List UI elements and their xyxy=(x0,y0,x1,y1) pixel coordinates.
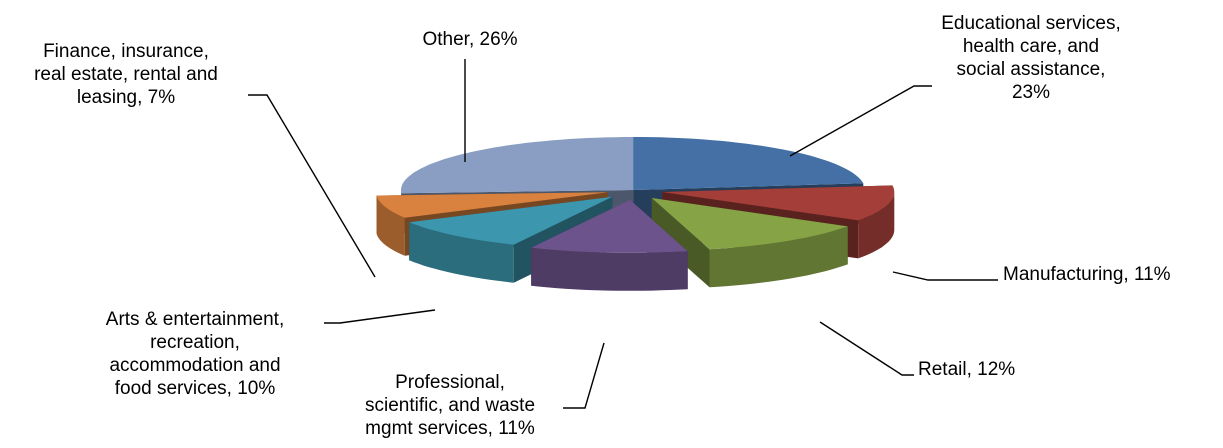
slice-label-line: health care, and xyxy=(963,36,1099,57)
leader-line-educational-services-health-care-and-social-assistance xyxy=(789,85,932,157)
slice-label-line: mgmt services, 11% xyxy=(365,418,535,439)
slice-top-finance-insurance-real-estate-rental-and-leasing xyxy=(376,192,608,218)
slice-label-line: 23% xyxy=(1012,82,1050,103)
slice-label-line: Professional, xyxy=(395,372,505,393)
slice-top-educational-services-health-care-and-social-assistance xyxy=(633,137,864,190)
leader-line-retail xyxy=(819,321,914,376)
slice-label-line: scientific, and waste xyxy=(365,395,535,416)
slice-label-arts-and-entertainment-recreation-accommodation-and-food-services: Arts & entertainment, recreation, accommod… xyxy=(106,309,284,399)
slice-label-other: Other, 26% xyxy=(422,29,517,50)
leader-line-arts-and-entertainment-recreation-accommodation-and-food-services xyxy=(324,309,436,324)
slice-label-line: real estate, rental and xyxy=(34,64,218,85)
slice-top-other xyxy=(401,137,633,194)
slice-top-manufacturing xyxy=(662,185,895,221)
slice-label-line: Educational services, xyxy=(941,13,1121,34)
slice-rim-manufacturing xyxy=(858,192,895,259)
pie-slices xyxy=(376,137,895,291)
slice-label-retail: Retail, 12% xyxy=(918,359,1015,380)
label-leader-lines xyxy=(248,59,998,409)
slice-label-line: Arts & entertainment, xyxy=(106,309,284,330)
slice-top-professional-scientific-and-waste-mgmt-services xyxy=(531,199,688,253)
slice-label-line: food services, 10% xyxy=(115,378,276,399)
slice-side-retail xyxy=(651,198,710,288)
slice-label-line: Manufacturing, 11% xyxy=(1003,264,1171,285)
slice-label-line: Retail, 12% xyxy=(918,359,1015,380)
leader-line-professional-scientific-and-waste-mgmt-services xyxy=(563,342,605,409)
slice-label-line: leasing, 7% xyxy=(77,87,175,108)
slice-label-finance-insurance-real-estate-rental-and-leasing: Finance, insurance, real estate, rental a… xyxy=(34,41,218,108)
slice-label-line: Other, 26% xyxy=(422,29,517,50)
slice-rim-retail xyxy=(709,226,848,288)
leader-line-finance-insurance-real-estate-rental-and-leasing xyxy=(248,94,376,278)
slice-label-line: Finance, insurance, xyxy=(43,41,209,62)
slice-top-retail xyxy=(651,198,848,250)
slice-label-educational-services-health-care-and-social-assistance: Educational services, health care, and soc… xyxy=(941,13,1121,103)
slice-rim-professional-scientific-and-waste-mgmt-services xyxy=(531,247,688,291)
slice-rim-arts-and-entertainment-recreation-accommodation-and-food-services xyxy=(409,222,514,283)
slice-label-professional-scientific-and-waste-mgmt-services: Professional, scientific, and waste mgmt s… xyxy=(365,372,535,439)
slice-rim-finance-insurance-real-estate-rental-and-leasing xyxy=(376,195,405,256)
slice-label-manufacturing: Manufacturing, 11% xyxy=(1003,264,1171,285)
slice-labels: Educational services, health care, and soc… xyxy=(34,13,1171,439)
slice-label-line: recreation, xyxy=(150,332,240,353)
slice-label-line: social assistance, xyxy=(957,59,1106,80)
slice-label-line: accommodation and xyxy=(109,355,280,376)
slice-top-arts-and-entertainment-recreation-accommodation-and-food-services xyxy=(409,196,613,245)
leader-line-manufacturing xyxy=(892,271,998,281)
